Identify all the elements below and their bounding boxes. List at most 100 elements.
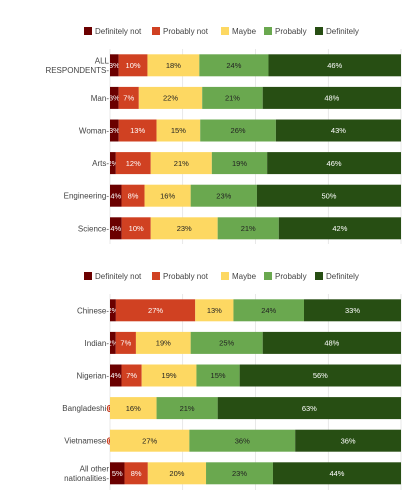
data-label-0-3-1: 12% (126, 159, 141, 168)
bar-segment-1-1-1 (115, 331, 136, 354)
bar-segment-1-4-2 (110, 429, 190, 452)
bar-segment-0-2-0 (110, 119, 119, 142)
data-label-0-5-2: 23% (177, 224, 192, 233)
data-label-0-3-3: 19% (232, 159, 247, 168)
bar-segment-0-1-0 (110, 86, 119, 109)
bar-segment-0-0-3 (199, 54, 269, 77)
bar-segment-0-5-3 (217, 217, 279, 240)
legend-swatch-0-3 (264, 27, 272, 35)
data-label-1-0-0: 2% (108, 306, 119, 315)
legend-label-1-1: Probably not (163, 272, 209, 281)
bar-segment-1-3-2 (110, 397, 157, 420)
legend-label-0-2: Maybe (232, 27, 257, 36)
bar-segment-1-0-4 (304, 299, 401, 322)
bar-segment-1-2-4 (239, 364, 401, 387)
data-label-0-5-3: 21% (241, 224, 256, 233)
legend-label-0-4: Definitely (326, 27, 359, 36)
category-label-0-3-0: Arts- (92, 159, 109, 168)
data-label-1-5-0: 5% (112, 469, 123, 478)
data-label-0-5-4: 42% (332, 224, 347, 233)
legend-label-0-1: Probably not (163, 27, 209, 36)
legend-swatch-0-2 (221, 27, 229, 35)
bar-segment-0-4-3 (190, 184, 257, 207)
data-label-0-2-3: 26% (231, 126, 246, 135)
bar-segment-0-2-3 (200, 119, 276, 142)
data-label-0-4-2: 16% (160, 191, 175, 200)
legend-label-1-4: Definitely (326, 272, 359, 281)
data-label-1-2-0: 4% (110, 371, 121, 380)
bar-segment-1-5-2 (147, 462, 207, 485)
bar-segment-0-1-4 (262, 86, 401, 109)
bar-segment-0-3-1 (115, 152, 151, 175)
bar-segment-1-0-3 (233, 299, 304, 322)
data-label-1-2-2: 19% (162, 371, 177, 380)
legend-swatch-1-4 (315, 272, 323, 280)
data-label-1-0-4: 33% (345, 306, 360, 315)
bar-segment-0-1-3 (202, 86, 263, 109)
data-label-0-5-1: 10% (129, 224, 144, 233)
category-label-0-2-0: Woman- (79, 127, 109, 136)
bar-segment-0-1-1 (118, 86, 139, 109)
legend-label-0-3: Probably (275, 27, 307, 36)
category-label-1-3-0: Bangladeshi- (62, 404, 109, 413)
data-label-0-2-0: 3% (109, 126, 120, 135)
bar-segment-1-5-0 (110, 462, 125, 485)
data-label-1-2-1: 7% (126, 371, 137, 380)
bar-segment-0-5-4 (278, 217, 401, 240)
category-label-0-1-0: Man- (91, 94, 110, 103)
legend-swatch-1-0 (84, 272, 92, 280)
legend-swatch-0-0 (84, 27, 92, 35)
data-label-1-3-2: 16% (126, 404, 141, 413)
data-label-0-3-4: 46% (327, 159, 342, 168)
legend-swatch-1-1 (152, 272, 160, 280)
bar-segment-0-4-1 (121, 184, 145, 207)
bar-segment-0-5-1 (121, 217, 151, 240)
bar-segment-0-0-0 (110, 54, 119, 77)
data-label-1-0-1: 27% (148, 306, 163, 315)
data-label-0-4-3: 23% (216, 191, 231, 200)
data-label-1-4-4: 36% (341, 436, 356, 445)
category-label-1-1-0: Indian- (85, 339, 110, 348)
data-label-0-0-3: 24% (226, 61, 241, 70)
data-label-0-5-0: 4% (110, 224, 121, 233)
data-label-0-0-1: 10% (126, 61, 141, 70)
data-label-0-0-0: 3% (109, 61, 120, 70)
data-label-0-0-2: 18% (166, 61, 181, 70)
bar-segment-1-5-3 (206, 462, 273, 485)
bar-segment-1-1-0 (110, 331, 116, 354)
category-label-1-0-0: Chinese- (77, 306, 109, 315)
bar-segment-0-2-2 (156, 119, 201, 142)
bar-segment-0-0-2 (147, 54, 200, 77)
data-label-0-1-0: 3% (109, 94, 120, 103)
bar-segment-1-2-1 (121, 364, 142, 387)
data-label-0-3-0: 2% (107, 159, 118, 168)
data-label-0-2-2: 15% (171, 126, 186, 135)
category-label-1-4-0: Vietnamese- (64, 437, 109, 446)
data-label-0-2-4: 43% (331, 126, 346, 135)
bar-segment-1-1-2 (135, 331, 191, 354)
data-label-1-1-4: 48% (324, 339, 339, 348)
bar-segment-0-1-2 (138, 86, 203, 109)
data-label-0-4-0: 4% (110, 191, 121, 200)
legend-swatch-1-2 (221, 272, 229, 280)
data-label-1-4-3: 36% (235, 436, 250, 445)
bar-segment-0-5-2 (150, 217, 218, 240)
data-label-0-1-4: 48% (324, 94, 339, 103)
data-label-1-2-4: 56% (313, 371, 328, 380)
bar-segment-1-5-4 (272, 462, 401, 485)
bar-segment-0-0-1 (118, 54, 148, 77)
bar-segment-0-3-3 (211, 152, 268, 175)
bar-segment-1-3-4 (217, 397, 401, 420)
category-label-0-0-1: RESPONDENTS- (45, 66, 109, 75)
category-label-0-4-0: Engineering- (64, 192, 110, 201)
bar-segment-0-3-4 (267, 152, 401, 175)
bar-segment-0-3-0 (110, 152, 116, 175)
data-label-0-0-4: 46% (327, 61, 342, 70)
legend-label-1-0: Definitely not (95, 272, 142, 281)
data-label-0-3-2: 21% (174, 159, 189, 168)
legend-swatch-0-1 (152, 27, 160, 35)
data-label-1-1-2: 19% (156, 339, 171, 348)
bar-segment-1-1-4 (262, 331, 401, 354)
category-label-1-2-0: Nigerian- (77, 372, 110, 381)
